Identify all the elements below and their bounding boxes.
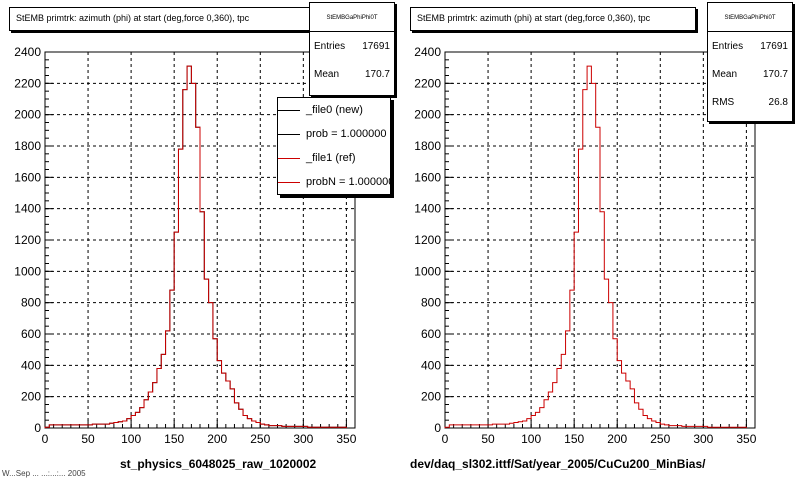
- right-x-tick-label-0: 0: [442, 432, 449, 446]
- legend-swatch-probn: [278, 181, 300, 183]
- left-x-tick-label-6: 300: [293, 432, 313, 446]
- left-x-tick-label-3: 150: [164, 432, 184, 446]
- right-x-tick-label-7: 350: [736, 432, 756, 446]
- left-y-tick-label-1: 200: [21, 390, 41, 404]
- right-y-tick-label-8: 1600: [414, 170, 441, 184]
- right-x-tick-label-2: 100: [521, 432, 541, 446]
- left-y-tick-label-12: 2400: [14, 45, 41, 59]
- legend-label-file1: _file1 (ref): [306, 152, 356, 164]
- footer-timestamp: W...Sep ... ...:...:... 2005: [2, 469, 86, 478]
- right-y-tick-label-2: 400: [421, 358, 441, 372]
- right-stats-row-entries: Entries 17691: [708, 32, 792, 60]
- right-stats-name: StEMBGaPhiPhi0T: [708, 3, 792, 32]
- right-stats-rms-label: RMS: [712, 96, 735, 108]
- right-stats-mean-value: 170.7: [762, 68, 788, 80]
- left-stats-row-mean: Mean 170.7: [310, 60, 394, 88]
- legend-label-file0: _file0 (new): [306, 104, 363, 116]
- right-caption: dev/daq_sl302.ittf/Sat/year_2005/CuCu200…: [410, 457, 706, 471]
- left-y-tick-label-9: 1800: [14, 139, 41, 153]
- right-x-tick-label-4: 200: [607, 432, 627, 446]
- right-y-tick-label-7: 1400: [414, 202, 441, 216]
- right-y-tick-label-12: 2400: [414, 45, 441, 59]
- left-x-tick-label-5: 250: [250, 432, 270, 446]
- right-x-tick-label-3: 150: [564, 432, 584, 446]
- right-stats-entries-label: Entries: [712, 40, 744, 52]
- legend-entry-probn: probN = 1.000000: [278, 170, 390, 194]
- right-x-tick-label-5: 250: [650, 432, 670, 446]
- right-stats-mean-label: Mean: [712, 68, 738, 80]
- left-stats-row-entries: Entries 17691: [310, 32, 394, 60]
- left-x-tick-label-7: 350: [336, 432, 356, 446]
- right-stats-box: StEMBGaPhiPhi0T Entries 17691 Mean 170.7…: [707, 2, 793, 122]
- left-y-tick-label-4: 800: [21, 296, 41, 310]
- legend-label-probn: probN = 1.000000: [306, 176, 391, 188]
- left-y-tick-label-10: 2000: [14, 108, 41, 122]
- left-stats-mean-label: Mean: [314, 68, 340, 80]
- left-x-tick-label-4: 200: [207, 432, 227, 446]
- left-y-tick-label-7: 1400: [14, 202, 41, 216]
- legend-swatch-prob: [278, 133, 300, 135]
- left-caption: st_physics_6048025_raw_1020002: [120, 457, 317, 471]
- right-y-tick-label-4: 800: [421, 296, 441, 310]
- right-stats-row-rms: RMS 26.8: [708, 88, 792, 116]
- left-stats-box: StEMBGaPhiPhi0T Entries 17691 Mean 170.7: [309, 2, 395, 96]
- left-histogram-series-1: [44, 65, 347, 428]
- right-y-tick-label-0: 0: [434, 421, 441, 435]
- left-y-tick-label-2: 400: [21, 358, 41, 372]
- right-y-tick-label-11: 2200: [414, 76, 441, 90]
- left-title: StEMB primtrk: azimuth (phi) at start (d…: [16, 13, 250, 23]
- left-y-tick-label-6: 1200: [14, 233, 41, 247]
- left-stats-name: StEMBGaPhiPhi0T: [310, 3, 394, 32]
- left-y-tick-label-3: 600: [21, 327, 41, 341]
- legend-swatch-file1: [278, 157, 300, 159]
- legend-box: _file0 (new) prob = 1.000000 _file1 (ref…: [277, 97, 391, 195]
- left-y-tick-label-0: 0: [34, 421, 41, 435]
- right-title: StEMB primtrk: azimuth (phi) at start (d…: [417, 13, 651, 23]
- right-title-box: StEMB primtrk: azimuth (phi) at start (d…: [410, 7, 696, 31]
- left-title-box: StEMB primtrk: azimuth (phi) at start (d…: [9, 7, 315, 31]
- right-y-tick-label-9: 1800: [414, 139, 441, 153]
- right-stats-entries-value: 17691: [760, 40, 788, 52]
- left-y-tick-label-5: 1000: [14, 264, 41, 278]
- left-x-tick-label-2: 100: [121, 432, 141, 446]
- left-stats-entries-label: Entries: [314, 40, 346, 52]
- left-x-tick-label-1: 50: [81, 432, 95, 446]
- left-stats-mean-value: 170.7: [364, 68, 390, 80]
- legend-entry-file0: _file0 (new): [278, 98, 390, 122]
- right-histogram-series-0: [444, 65, 747, 428]
- right-y-tick-label-3: 600: [421, 327, 441, 341]
- right-y-tick-label-6: 1200: [414, 233, 441, 247]
- left-y-tick-label-8: 1600: [14, 170, 41, 184]
- right-stats-rms-value: 26.8: [768, 96, 788, 108]
- legend-label-prob: prob = 1.000000: [306, 128, 387, 140]
- right-y-tick-label-1: 200: [421, 390, 441, 404]
- right-stats-row-mean: Mean 170.7: [708, 60, 792, 88]
- right-y-tick-label-10: 2000: [414, 108, 441, 122]
- left-y-tick-label-11: 2200: [14, 76, 41, 90]
- left-stats-entries-value: 17691: [362, 40, 390, 52]
- right-x-tick-label-6: 300: [693, 432, 713, 446]
- right-y-tick-label-5: 1000: [414, 264, 441, 278]
- legend-swatch-file0: [278, 109, 300, 111]
- legend-entry-prob: prob = 1.000000: [278, 122, 390, 146]
- legend-entry-file1: _file1 (ref): [278, 146, 390, 170]
- right-x-tick-label-1: 50: [481, 432, 495, 446]
- left-x-tick-label-0: 0: [42, 432, 49, 446]
